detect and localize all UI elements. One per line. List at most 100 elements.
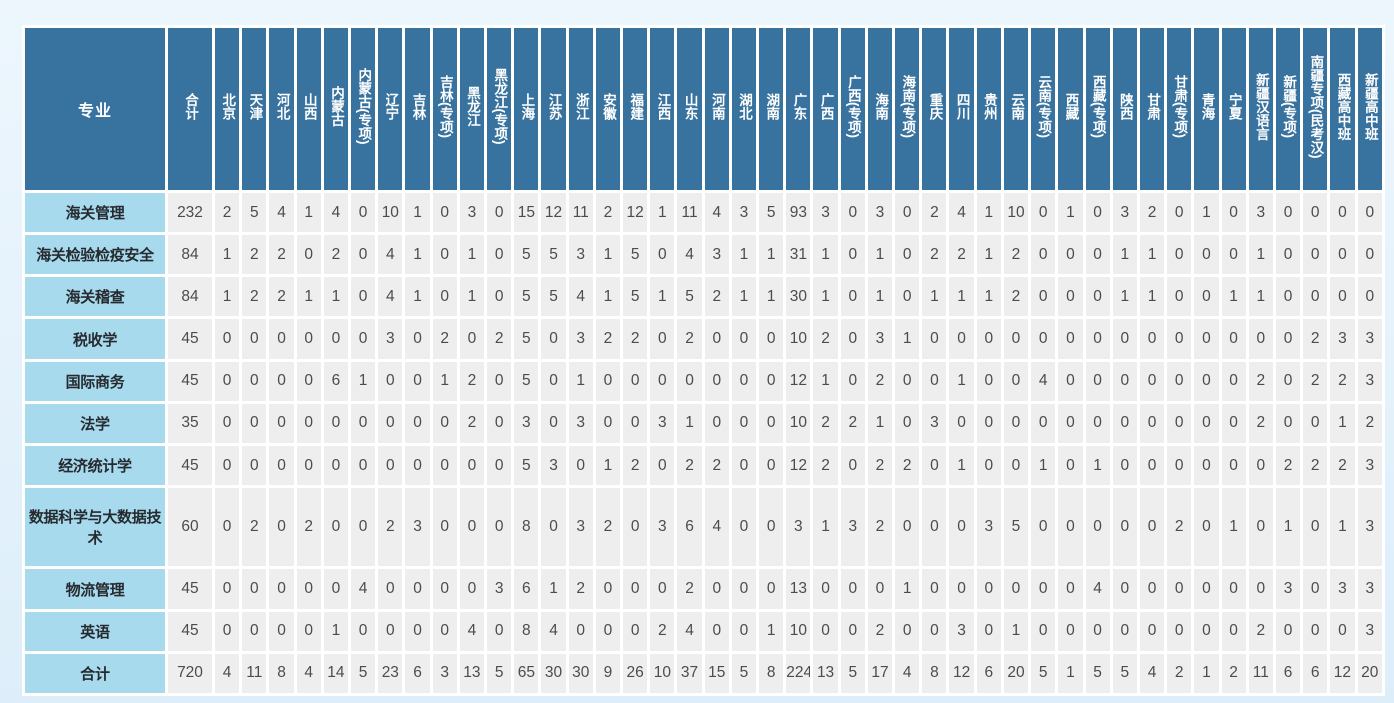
data-cell: 0: [759, 569, 784, 609]
data-cell: 0: [650, 235, 675, 275]
data-cell: 0: [650, 569, 675, 609]
data-cell: 3: [813, 193, 838, 233]
data-cell: 0: [1167, 361, 1192, 401]
data-cell: 5: [1112, 653, 1137, 693]
data-cell: 4: [269, 193, 294, 233]
data-cell: 0: [1194, 235, 1219, 275]
data-cell: 0: [976, 361, 1001, 401]
data-cell: 2: [1167, 653, 1192, 693]
data-cell: 2: [1330, 361, 1355, 401]
data-cell: 0: [731, 569, 757, 609]
data-cell: 12: [541, 193, 566, 233]
column-header-label: 安徽: [601, 93, 617, 120]
data-cell: 0: [840, 235, 865, 275]
data-cell: 0: [650, 445, 675, 486]
data-cell: 0: [1112, 611, 1137, 651]
row-label: 合计: [25, 653, 165, 693]
data-cell: 0: [976, 569, 1001, 609]
data-cell: 10: [786, 403, 811, 443]
data-cell: 2: [922, 235, 947, 275]
province-column-header: 新疆高中班: [1357, 28, 1382, 190]
data-cell: 2: [242, 235, 267, 275]
data-cell: 3: [704, 235, 729, 275]
data-cell: 3: [1357, 445, 1382, 486]
data-cell: 8: [269, 653, 294, 693]
data-cell: 0: [1031, 569, 1056, 609]
province-column-header: 湖南: [759, 28, 784, 190]
data-cell: 3: [1330, 319, 1355, 359]
data-cell: 2: [813, 319, 838, 359]
data-cell: 4: [215, 653, 240, 693]
data-cell: 6: [1303, 653, 1328, 693]
data-cell: 2: [1248, 361, 1273, 401]
data-cell: 0: [351, 403, 376, 443]
data-cell: 0: [487, 193, 512, 233]
data-cell: 5: [514, 361, 539, 401]
data-cell: 4: [1031, 361, 1056, 401]
data-cell: 5: [514, 445, 539, 486]
data-cell: 1: [813, 361, 838, 401]
data-cell: 0: [1085, 235, 1110, 275]
data-cell: 2: [459, 403, 485, 443]
data-cell: 1: [813, 235, 838, 275]
data-cell: 0: [1248, 319, 1273, 359]
data-cell: 0: [1139, 488, 1165, 567]
province-column-header: 贵州: [976, 28, 1001, 190]
data-cell: 0: [405, 445, 430, 486]
column-header-label: 北京: [220, 93, 236, 120]
data-cell: 0: [813, 569, 838, 609]
data-cell: 3: [432, 653, 457, 693]
data-cell: 4: [323, 193, 349, 233]
data-cell: 8: [514, 488, 539, 567]
data-cell: 0: [1275, 277, 1301, 317]
data-cell: 2: [1330, 445, 1355, 486]
data-cell: 11: [568, 193, 593, 233]
data-cell: 0: [1085, 193, 1110, 233]
data-cell: 0: [1330, 277, 1355, 317]
data-cell: 0: [351, 611, 376, 651]
data-cell: 0: [242, 611, 267, 651]
column-header-label: 南疆专项(民考汉): [1308, 54, 1324, 159]
data-cell: 0: [1139, 445, 1165, 486]
data-cell: 1: [296, 277, 321, 317]
data-cell: 2: [1003, 235, 1029, 275]
data-cell: 45: [168, 319, 212, 359]
data-cell: 30: [568, 653, 593, 693]
data-cell: 0: [1275, 611, 1301, 651]
data-cell: 0: [1031, 611, 1056, 651]
data-cell: 1: [731, 235, 757, 275]
province-column-header: 新疆(专项): [1275, 28, 1301, 190]
row-label: 物流管理: [25, 569, 165, 609]
data-cell: 84: [168, 277, 212, 317]
province-column-header: 海南: [867, 28, 893, 190]
data-cell: 0: [840, 193, 865, 233]
data-cell: 0: [487, 445, 512, 486]
column-header-label: 海南(专项): [900, 75, 916, 138]
data-cell: 0: [1031, 403, 1056, 443]
province-column-header: 吉林(专项): [432, 28, 457, 190]
data-cell: 3: [650, 403, 675, 443]
data-cell: 0: [895, 193, 920, 233]
data-cell: 0: [1194, 445, 1219, 486]
data-cell: 1: [1221, 488, 1246, 567]
data-cell: 2: [922, 193, 947, 233]
data-cell: 1: [731, 277, 757, 317]
data-cell: 0: [351, 235, 376, 275]
data-cell: 4: [459, 611, 485, 651]
data-cell: 0: [378, 611, 403, 651]
data-cell: 0: [1085, 611, 1110, 651]
data-cell: 1: [1003, 611, 1029, 651]
province-column-header: 青海: [1194, 28, 1219, 190]
data-cell: 12: [623, 193, 648, 233]
data-cell: 0: [1194, 488, 1219, 567]
table-row: 数据科学与大数据技术 60 0 2 0 2 0 0 2 3 0 0 0 8 0 3 2 0 3 6 4 0 0 3 1 3 2 0 0 0…: [25, 488, 1382, 567]
province-column-header: 湖北: [731, 28, 757, 190]
data-cell: 0: [759, 319, 784, 359]
data-cell: 0: [1275, 361, 1301, 401]
province-column-header: 天津: [242, 28, 267, 190]
major-column-header: 专业: [25, 28, 165, 190]
data-cell: 1: [595, 445, 621, 486]
data-cell: 0: [432, 611, 457, 651]
column-header-label: 西藏: [1063, 93, 1079, 120]
data-cell: 0: [432, 193, 457, 233]
